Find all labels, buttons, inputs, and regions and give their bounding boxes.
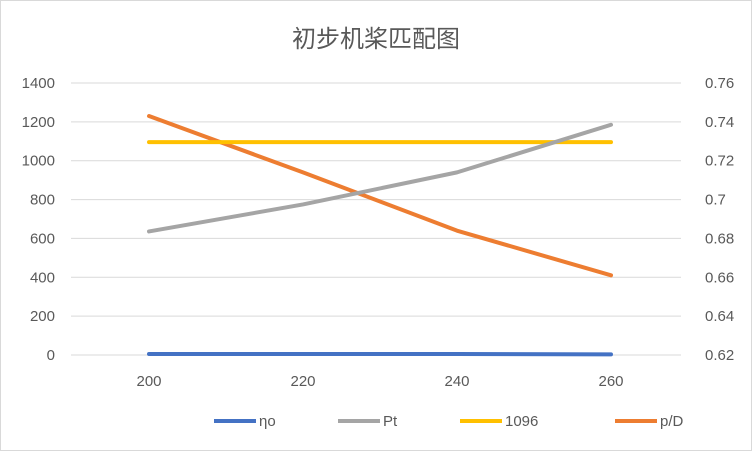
right-tick-label: 0.66 <box>705 269 734 286</box>
legend: ηo Pt 1096 p/D <box>214 413 684 430</box>
left-tick-label: 200 <box>30 308 55 325</box>
legend-label: p/D <box>660 413 684 430</box>
legend-item: ηo <box>214 413 276 430</box>
right-tick-label: 0.76 <box>705 75 734 92</box>
right-tick-label: 0.62 <box>705 347 734 364</box>
right-axis: 0.62 0.64 0.66 0.68 0.7 0.72 0.74 0.76 <box>705 75 734 364</box>
legend-label: 1096 <box>505 413 538 430</box>
gridlines <box>71 82 681 356</box>
left-tick-label: 800 <box>30 192 55 209</box>
left-axis: 0 200 400 600 800 1000 1200 1400 <box>22 75 55 364</box>
x-tick-label: 200 <box>136 373 161 390</box>
plot-series <box>147 114 613 357</box>
right-tick-label: 0.64 <box>705 308 734 325</box>
right-tick-label: 0.68 <box>705 230 734 247</box>
left-tick-label: 600 <box>30 230 55 247</box>
left-tick-label: 1200 <box>22 114 55 131</box>
x-tick-label: 240 <box>444 373 469 390</box>
legend-label: ηo <box>259 413 276 430</box>
left-tick-label: 1000 <box>22 153 55 170</box>
legend-item: p/D <box>615 413 684 430</box>
right-tick-label: 0.72 <box>705 153 734 170</box>
x-axis: 200 220 240 260 <box>136 373 623 390</box>
legend-label: Pt <box>383 413 398 430</box>
right-tick-label: 0.74 <box>705 114 734 131</box>
series-line-1 <box>147 122 613 234</box>
left-tick-label: 400 <box>30 269 55 286</box>
right-tick-label: 0.7 <box>705 192 726 209</box>
left-tick-label: 1400 <box>22 75 55 92</box>
legend-item: Pt <box>338 413 398 430</box>
x-tick-label: 260 <box>598 373 623 390</box>
legend-item: 1096 <box>460 413 538 430</box>
series-line-3 <box>147 114 613 278</box>
left-tick-label: 0 <box>47 347 55 364</box>
x-tick-label: 220 <box>290 373 315 390</box>
chart-title: 初步机桨匹配图 <box>292 25 460 53</box>
